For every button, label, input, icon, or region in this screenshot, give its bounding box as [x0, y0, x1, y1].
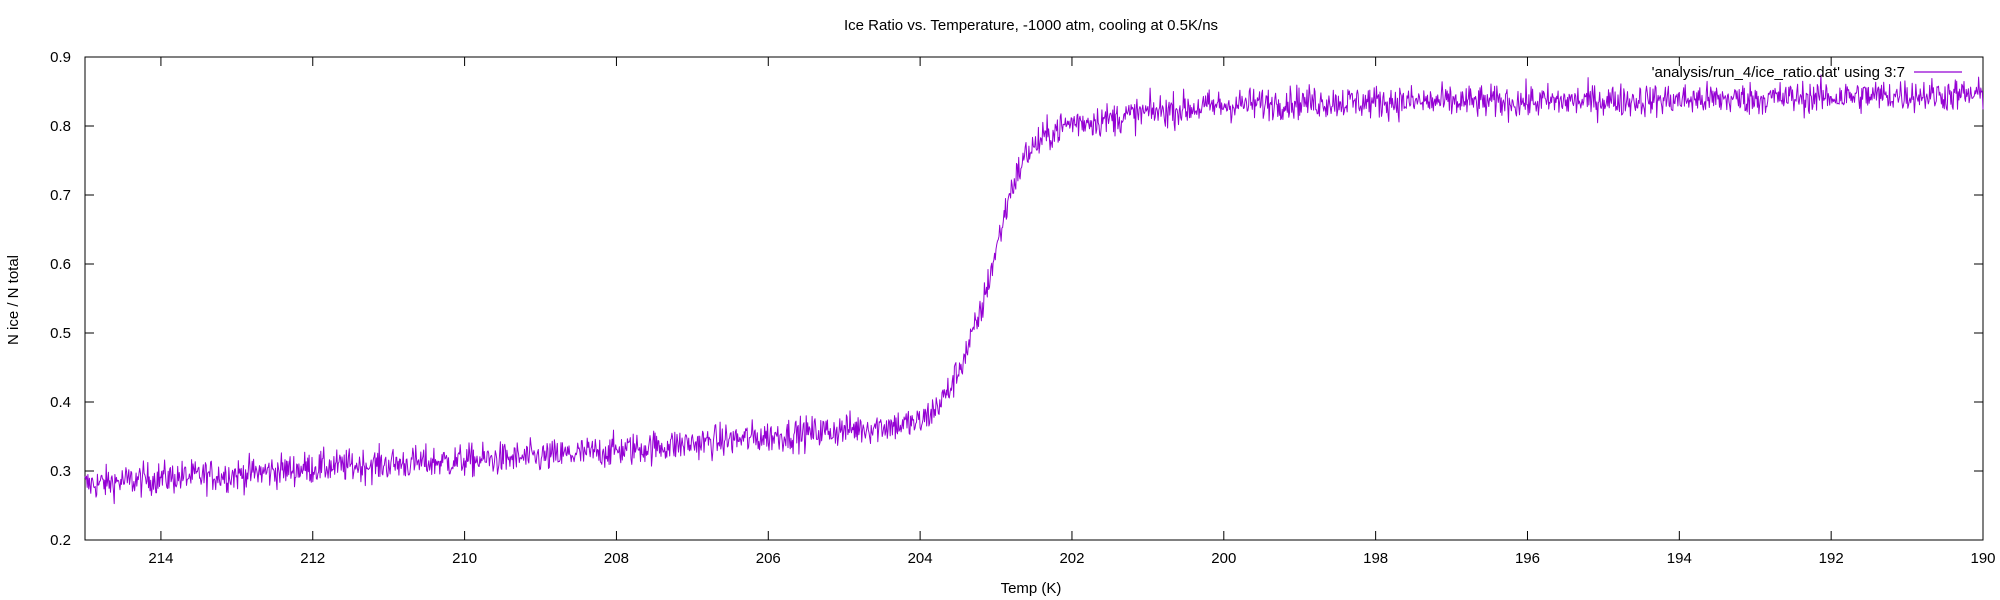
- x-tick-label: 208: [604, 550, 629, 567]
- x-tick-label: 194: [1667, 550, 1692, 567]
- y-tick-label: 0.7: [50, 187, 71, 204]
- y-tick-label: 0.9: [50, 49, 71, 66]
- x-tick-label: 210: [452, 550, 477, 567]
- y-tick-label: 0.8: [50, 118, 71, 135]
- legend: 'analysis/run_4/ice_ratio.dat' using 3:7: [1652, 64, 1962, 81]
- x-tick-label: 214: [148, 550, 173, 567]
- legend-label: 'analysis/run_4/ice_ratio.dat' using 3:7: [1652, 64, 1905, 81]
- y-tick-label: 0.4: [50, 394, 71, 411]
- chart-title: Ice Ratio vs. Temperature, -1000 atm, co…: [844, 17, 1218, 34]
- x-tick-label: 206: [756, 550, 781, 567]
- x-tick-label: 198: [1363, 550, 1388, 567]
- y-tick-label: 0.6: [50, 256, 71, 273]
- y-tick-label: 0.2: [50, 532, 71, 549]
- x-tick-label: 192: [1819, 550, 1844, 567]
- y-axis-label: N ice / N total: [5, 255, 22, 345]
- x-tick-label: 196: [1515, 550, 1540, 567]
- x-tick-label: 190: [1970, 550, 1995, 567]
- x-axis-label: Temp (K): [1001, 580, 1062, 597]
- y-tick-label: 0.3: [50, 463, 71, 480]
- x-tick-label: 202: [1059, 550, 1084, 567]
- x-tick-label: 200: [1211, 550, 1236, 567]
- x-tick-label: 212: [300, 550, 325, 567]
- plot-area: [84, 56, 1984, 541]
- y-axis: 0.2 0.3 0.4 0.5 0.6 0.7 0.8 0.9: [50, 49, 1983, 549]
- y-tick-label: 0.5: [50, 325, 71, 342]
- series-line-0: [84, 74, 1984, 505]
- x-tick-label: 204: [908, 550, 933, 567]
- x-axis: 214 212 210 208 206 204 202 200 198 196 194 192 190: [148, 57, 1996, 567]
- plot-frame: [84, 56, 1984, 541]
- series-layer: [84, 74, 1984, 505]
